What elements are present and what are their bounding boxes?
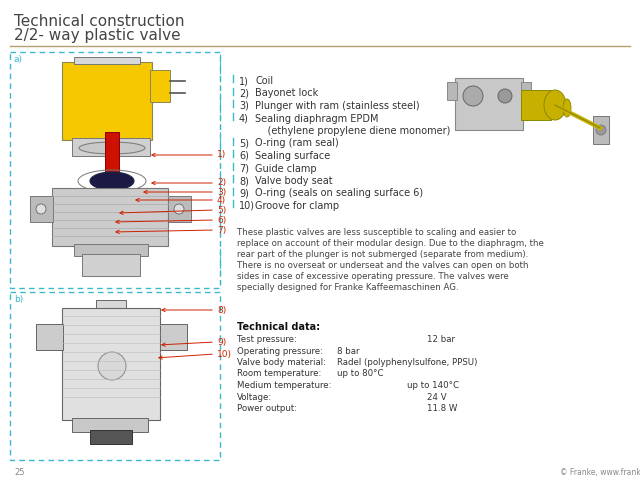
Bar xyxy=(593,116,609,144)
Text: 1): 1) xyxy=(217,151,227,159)
Text: There is no overseat or underseat and the valves can open on both: There is no overseat or underseat and th… xyxy=(237,261,529,270)
Text: Medium temperature:: Medium temperature: xyxy=(237,381,332,390)
Bar xyxy=(10,52,220,288)
Text: Valve body seat: Valve body seat xyxy=(255,176,333,186)
Bar xyxy=(455,78,523,130)
Text: 2): 2) xyxy=(239,88,249,98)
Text: © Franke, www.franke.com: © Franke, www.franke.com xyxy=(560,468,640,477)
Text: specially designed for Franke Kaffeemaschinen AG.: specially designed for Franke Kaffeemasc… xyxy=(237,283,459,292)
Text: 7): 7) xyxy=(239,164,249,173)
Text: Guide clamp: Guide clamp xyxy=(255,164,317,173)
Text: 10): 10) xyxy=(217,349,232,359)
Text: Sealing diaphragm EPDM: Sealing diaphragm EPDM xyxy=(255,113,378,123)
Ellipse shape xyxy=(544,90,566,120)
Text: These plastic valves are less susceptible to scaling and easier to: These plastic valves are less susceptibl… xyxy=(237,228,516,237)
Text: 6): 6) xyxy=(217,216,227,225)
Bar xyxy=(521,82,531,100)
Text: Technical data:: Technical data: xyxy=(237,322,320,332)
Bar xyxy=(72,418,148,432)
Text: 11.8 W: 11.8 W xyxy=(427,404,458,413)
Ellipse shape xyxy=(563,99,571,117)
Text: 6): 6) xyxy=(239,151,249,161)
Text: Voltage:: Voltage: xyxy=(237,393,272,401)
Bar xyxy=(52,188,168,246)
Ellipse shape xyxy=(90,172,134,190)
Bar xyxy=(447,82,457,100)
Text: 12 bar: 12 bar xyxy=(427,335,455,344)
Text: replace on account of their modular design. Due to the diaphragm, the: replace on account of their modular desi… xyxy=(237,239,544,248)
Bar xyxy=(72,138,150,156)
Text: 9): 9) xyxy=(217,337,227,347)
Circle shape xyxy=(36,204,46,214)
Bar xyxy=(74,57,140,64)
Text: 3): 3) xyxy=(217,188,227,196)
Bar xyxy=(36,324,63,350)
Bar xyxy=(30,196,53,222)
Circle shape xyxy=(98,352,126,380)
Bar xyxy=(105,132,119,182)
Text: 8): 8) xyxy=(217,305,227,314)
Circle shape xyxy=(174,204,184,214)
Bar xyxy=(150,70,170,102)
Text: 1): 1) xyxy=(239,76,249,86)
Bar xyxy=(521,90,551,120)
Text: Coil: Coil xyxy=(255,76,273,86)
Text: 25: 25 xyxy=(14,468,24,477)
Text: (ethylene propylene diene monomer): (ethylene propylene diene monomer) xyxy=(255,126,451,136)
Circle shape xyxy=(463,86,483,106)
Text: Groove for clamp: Groove for clamp xyxy=(255,201,339,211)
Ellipse shape xyxy=(79,142,145,154)
Text: 5): 5) xyxy=(217,205,227,215)
Text: 3): 3) xyxy=(239,101,249,111)
Text: 2): 2) xyxy=(217,179,226,188)
Bar xyxy=(62,308,160,420)
Text: 10): 10) xyxy=(239,201,255,211)
Text: 4): 4) xyxy=(239,113,249,123)
Text: b): b) xyxy=(14,295,23,304)
Text: 7): 7) xyxy=(217,226,227,235)
Text: rear part of the plunger is not submerged (separate from medium).: rear part of the plunger is not submerge… xyxy=(237,250,528,259)
Text: Sealing surface: Sealing surface xyxy=(255,151,330,161)
Text: Radel (polyphenylsulfone, PPSU): Radel (polyphenylsulfone, PPSU) xyxy=(337,358,477,367)
Bar xyxy=(96,300,126,310)
Text: up to 140°C: up to 140°C xyxy=(407,381,459,390)
Text: Bayonet lock: Bayonet lock xyxy=(255,88,318,98)
Text: a): a) xyxy=(14,55,23,64)
Text: 8): 8) xyxy=(239,176,249,186)
Bar xyxy=(62,62,152,140)
Circle shape xyxy=(596,125,606,135)
Text: Room temperature:: Room temperature: xyxy=(237,370,321,379)
Text: up to 80°C: up to 80°C xyxy=(337,370,383,379)
Text: 8 bar: 8 bar xyxy=(337,347,360,356)
Text: 4): 4) xyxy=(217,195,226,204)
Text: 2/2- way plastic valve: 2/2- way plastic valve xyxy=(14,28,180,43)
Text: Valve body material:: Valve body material: xyxy=(237,358,326,367)
Text: O-ring (ram seal): O-ring (ram seal) xyxy=(255,139,339,148)
Bar xyxy=(74,244,148,256)
Text: Operating pressure:: Operating pressure: xyxy=(237,347,323,356)
Text: 24 V: 24 V xyxy=(427,393,447,401)
Text: 5): 5) xyxy=(239,139,249,148)
Circle shape xyxy=(498,89,512,103)
Text: sides in case of excessive operating pressure. The valves were: sides in case of excessive operating pre… xyxy=(237,272,509,281)
Text: Power output:: Power output: xyxy=(237,404,297,413)
Text: Technical construction: Technical construction xyxy=(14,14,184,29)
Text: Test pressure:: Test pressure: xyxy=(237,335,297,344)
Text: Plunger with ram (stainless steel): Plunger with ram (stainless steel) xyxy=(255,101,420,111)
Text: O-ring (seals on sealing surface 6): O-ring (seals on sealing surface 6) xyxy=(255,189,423,199)
Bar xyxy=(82,254,140,276)
Bar xyxy=(10,292,220,460)
Bar xyxy=(90,430,132,444)
Bar xyxy=(160,324,187,350)
Bar xyxy=(168,196,191,222)
Text: 9): 9) xyxy=(239,189,249,199)
